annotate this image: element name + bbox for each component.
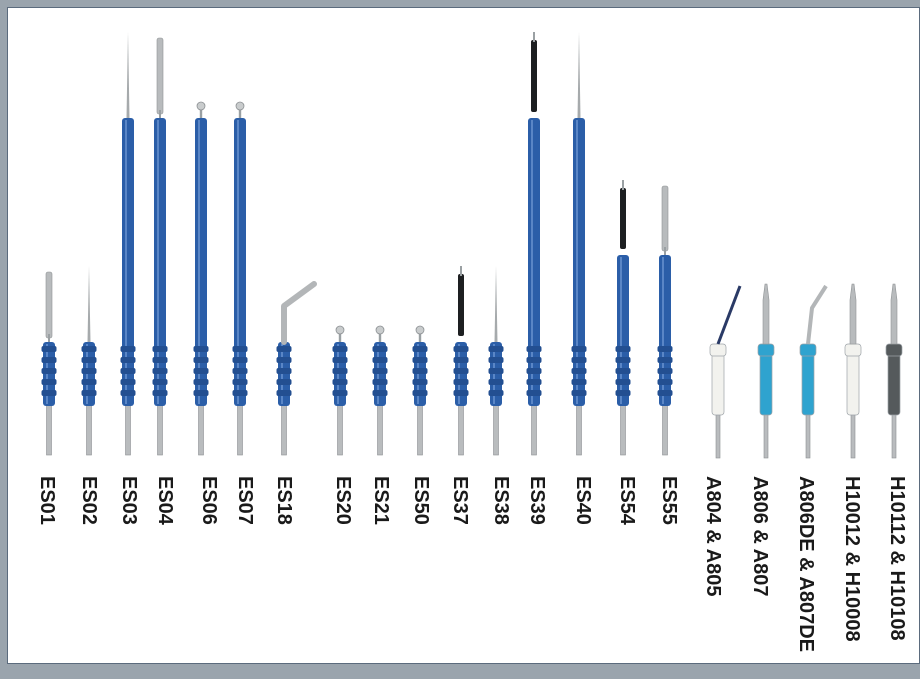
electrode-illustration [41,32,903,459]
electrode-label: H10112 & H10108 [886,476,908,641]
electrode-label: A804 & A805 [702,476,724,597]
electrode-es39 [526,32,542,456]
electrode-es04 [152,37,168,456]
electrode-es38 [488,266,504,456]
electrode-label: ES55 [658,476,680,525]
electrode-es02 [81,266,97,456]
electrode-label: ES39 [526,476,548,525]
electrode-a806de-a807de [799,284,828,459]
electrode-es50 [412,325,428,456]
electrode-es03 [120,32,136,456]
electrode-label: ES06 [198,476,220,525]
electrode-a806-a807 [757,283,775,459]
electrode-label: ES21 [370,476,392,525]
electrode-es18 [276,281,317,456]
electrode-es40 [571,32,587,456]
electrode-a804-a805 [709,285,742,459]
electrode-es07 [232,101,248,456]
product-panel: ES01 ES02 ES03 ES04 ES06 ES07 ES18 ES20 ES21 ES50… [7,7,920,664]
electrode-label: ES38 [490,476,512,525]
electrode-es06 [193,101,209,456]
electrode-label: ES40 [572,476,594,525]
electrode-label: ES50 [410,476,432,525]
electrode-es20 [332,325,348,456]
electrode-label: ES18 [273,476,295,525]
electrode-label: ES02 [78,476,100,525]
electrode-label: A806 & A807 [749,476,771,597]
electrode-label: ES07 [234,476,256,525]
electrode-label: A806DE & A807DE [795,476,817,653]
electrode-es54 [615,180,631,456]
electrode-label: ES01 [36,476,58,525]
electrode-label: H10012 & H10008 [841,476,863,642]
electrode-label: ES37 [449,476,471,525]
electrode-es37 [453,266,469,456]
electrode-es21 [372,325,388,456]
electrode-h10112-h10108 [885,283,903,459]
electrode-label: ES54 [616,476,638,525]
electrode-h10012-h10008 [844,283,862,459]
electrode-es01 [41,271,57,456]
electrode-label: ES03 [118,476,140,525]
electrode-label: ES20 [332,476,354,525]
electrode-label: ES04 [154,476,176,525]
electrode-es55 [657,185,673,456]
